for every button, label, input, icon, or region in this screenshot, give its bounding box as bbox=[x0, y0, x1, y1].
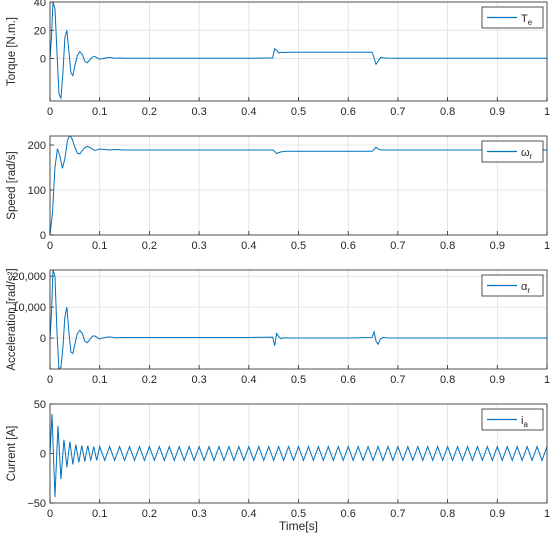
x-tick-label: 0.6 bbox=[341, 240, 356, 252]
legend: Te bbox=[481, 6, 544, 29]
x-tick-label: 0.6 bbox=[341, 508, 356, 520]
x-axis-label: Time[s] bbox=[279, 519, 318, 533]
legend: αr bbox=[481, 274, 544, 297]
chart-panel-3: 0 0.1 0.2 0.3 0.4 0.5 0.6 0.7 0.8 0.9 1 0 10,000 20,0… bbox=[6, 268, 550, 386]
x-tick-label: 0.2 bbox=[142, 240, 157, 252]
x-tick-label: 0.2 bbox=[142, 106, 157, 118]
x-tick-label: 0.9 bbox=[490, 374, 505, 386]
series-line-1 bbox=[50, 270, 547, 369]
chart-panel-4: 0 0.1 0.2 0.3 0.4 0.5 0.6 0.7 0.8 0.9 1−50050Curre… bbox=[6, 399, 550, 520]
x-tick-label: 0.1 bbox=[92, 374, 107, 386]
x-tick-label: 0.5 bbox=[291, 106, 306, 118]
x-tick-label: 0 bbox=[47, 106, 53, 118]
x-tick-label: 0.4 bbox=[241, 374, 256, 386]
x-tick-label: 0.2 bbox=[142, 508, 157, 520]
x-tick-label: 0.5 bbox=[291, 374, 306, 386]
y-tick-label: 0 bbox=[40, 54, 46, 66]
x-tick-label: 0.7 bbox=[390, 374, 405, 386]
y-tick-label: −50 bbox=[27, 498, 46, 510]
x-tick-label: 0.6 bbox=[341, 106, 356, 118]
y-tick-label: 0 bbox=[40, 230, 46, 242]
x-tick-label: 0.9 bbox=[490, 508, 505, 520]
chart-panel-1: 0 0.1 0.2 0.3 0.4 0.5 0.6 0.7 0.8 0.9 1 0 20 40 Torque… bbox=[6, 0, 550, 118]
legend-label: Te bbox=[521, 13, 533, 27]
y-axis-label: Acceleration [rad/s²] bbox=[6, 268, 18, 370]
series-line-1 bbox=[50, 136, 547, 235]
x-tick-label: 0.6 bbox=[341, 374, 356, 386]
axes-box bbox=[49, 135, 548, 236]
legend-label: ωr bbox=[521, 147, 533, 161]
y-axis-label: Current [A] bbox=[6, 426, 18, 482]
y-tick-label: 100 bbox=[28, 185, 46, 197]
x-tick-label: 0.4 bbox=[241, 106, 256, 118]
y-tick-label: 20,000 bbox=[12, 271, 46, 283]
legend-label: αr bbox=[521, 281, 530, 295]
y-tick-label: 0 bbox=[40, 449, 46, 461]
legend-name: ω bbox=[521, 147, 530, 159]
axes-box bbox=[49, 1, 548, 102]
legend-subscript: r bbox=[527, 286, 530, 295]
legend-label: ia bbox=[521, 415, 528, 429]
legend-name: i bbox=[521, 415, 523, 427]
y-tick-label: 20 bbox=[34, 25, 46, 37]
x-tick-label: 0.3 bbox=[191, 106, 206, 118]
x-tick-label: 0.4 bbox=[241, 508, 256, 520]
legend-subscript: r bbox=[530, 152, 533, 161]
x-tick-label: 1 bbox=[544, 106, 550, 118]
x-tick-label: 0.7 bbox=[390, 106, 405, 118]
axes-box bbox=[49, 403, 548, 504]
x-tick-label: 0.5 bbox=[291, 508, 306, 520]
x-tick-label: 0 bbox=[47, 240, 53, 252]
x-tick-label: 1 bbox=[544, 508, 550, 520]
y-tick-label: 10,000 bbox=[12, 302, 46, 314]
x-tick-label: 0.3 bbox=[191, 508, 206, 520]
x-tick-label: 0.1 bbox=[92, 106, 107, 118]
x-tick-label: 0.1 bbox=[92, 508, 107, 520]
y-axis-label: Torque [N.m.] bbox=[6, 17, 18, 86]
legend: ωr bbox=[481, 140, 544, 163]
x-tick-label: 0.7 bbox=[390, 240, 405, 252]
x-tick-label: 0.9 bbox=[490, 106, 505, 118]
x-tick-label: 0 bbox=[47, 508, 53, 520]
x-tick-label: 0.9 bbox=[490, 240, 505, 252]
y-axis-label: Speed [rad/s] bbox=[6, 151, 18, 219]
x-tick-label: 0.3 bbox=[191, 240, 206, 252]
y-tick-label: 50 bbox=[34, 399, 46, 411]
x-tick-label: 0.4 bbox=[241, 240, 256, 252]
x-tick-label: 0.1 bbox=[92, 240, 107, 252]
x-tick-label: 1 bbox=[544, 240, 550, 252]
legend-subscript: e bbox=[528, 18, 533, 27]
x-tick-label: 0.3 bbox=[191, 374, 206, 386]
chart-panel-2: 0 0.1 0.2 0.3 0.4 0.5 0.6 0.7 0.8 0.9 1 0 100 200 Spee… bbox=[6, 135, 550, 252]
y-tick-label: 0 bbox=[40, 333, 46, 345]
x-tick-label: 0.8 bbox=[440, 240, 455, 252]
x-tick-label: 0.5 bbox=[291, 240, 306, 252]
legend-name: α bbox=[521, 281, 528, 293]
legend-name: T bbox=[521, 13, 528, 25]
y-tick-label: 40 bbox=[34, 0, 46, 9]
y-tick-label: 200 bbox=[28, 140, 46, 152]
x-tick-label: 0 bbox=[47, 374, 53, 386]
legend-subscript: a bbox=[523, 420, 528, 429]
series-line-1 bbox=[50, 2, 547, 101]
x-tick-label: 1 bbox=[544, 374, 550, 386]
x-tick-label: 0.8 bbox=[440, 374, 455, 386]
x-tick-label: 0.2 bbox=[142, 374, 157, 386]
series-line-1 bbox=[50, 413, 547, 498]
x-tick-label: 0.8 bbox=[440, 508, 455, 520]
x-tick-label: 0.7 bbox=[390, 508, 405, 520]
legend: ia bbox=[481, 408, 544, 431]
axes-box bbox=[49, 269, 548, 370]
x-tick-label: 0.8 bbox=[440, 106, 455, 118]
